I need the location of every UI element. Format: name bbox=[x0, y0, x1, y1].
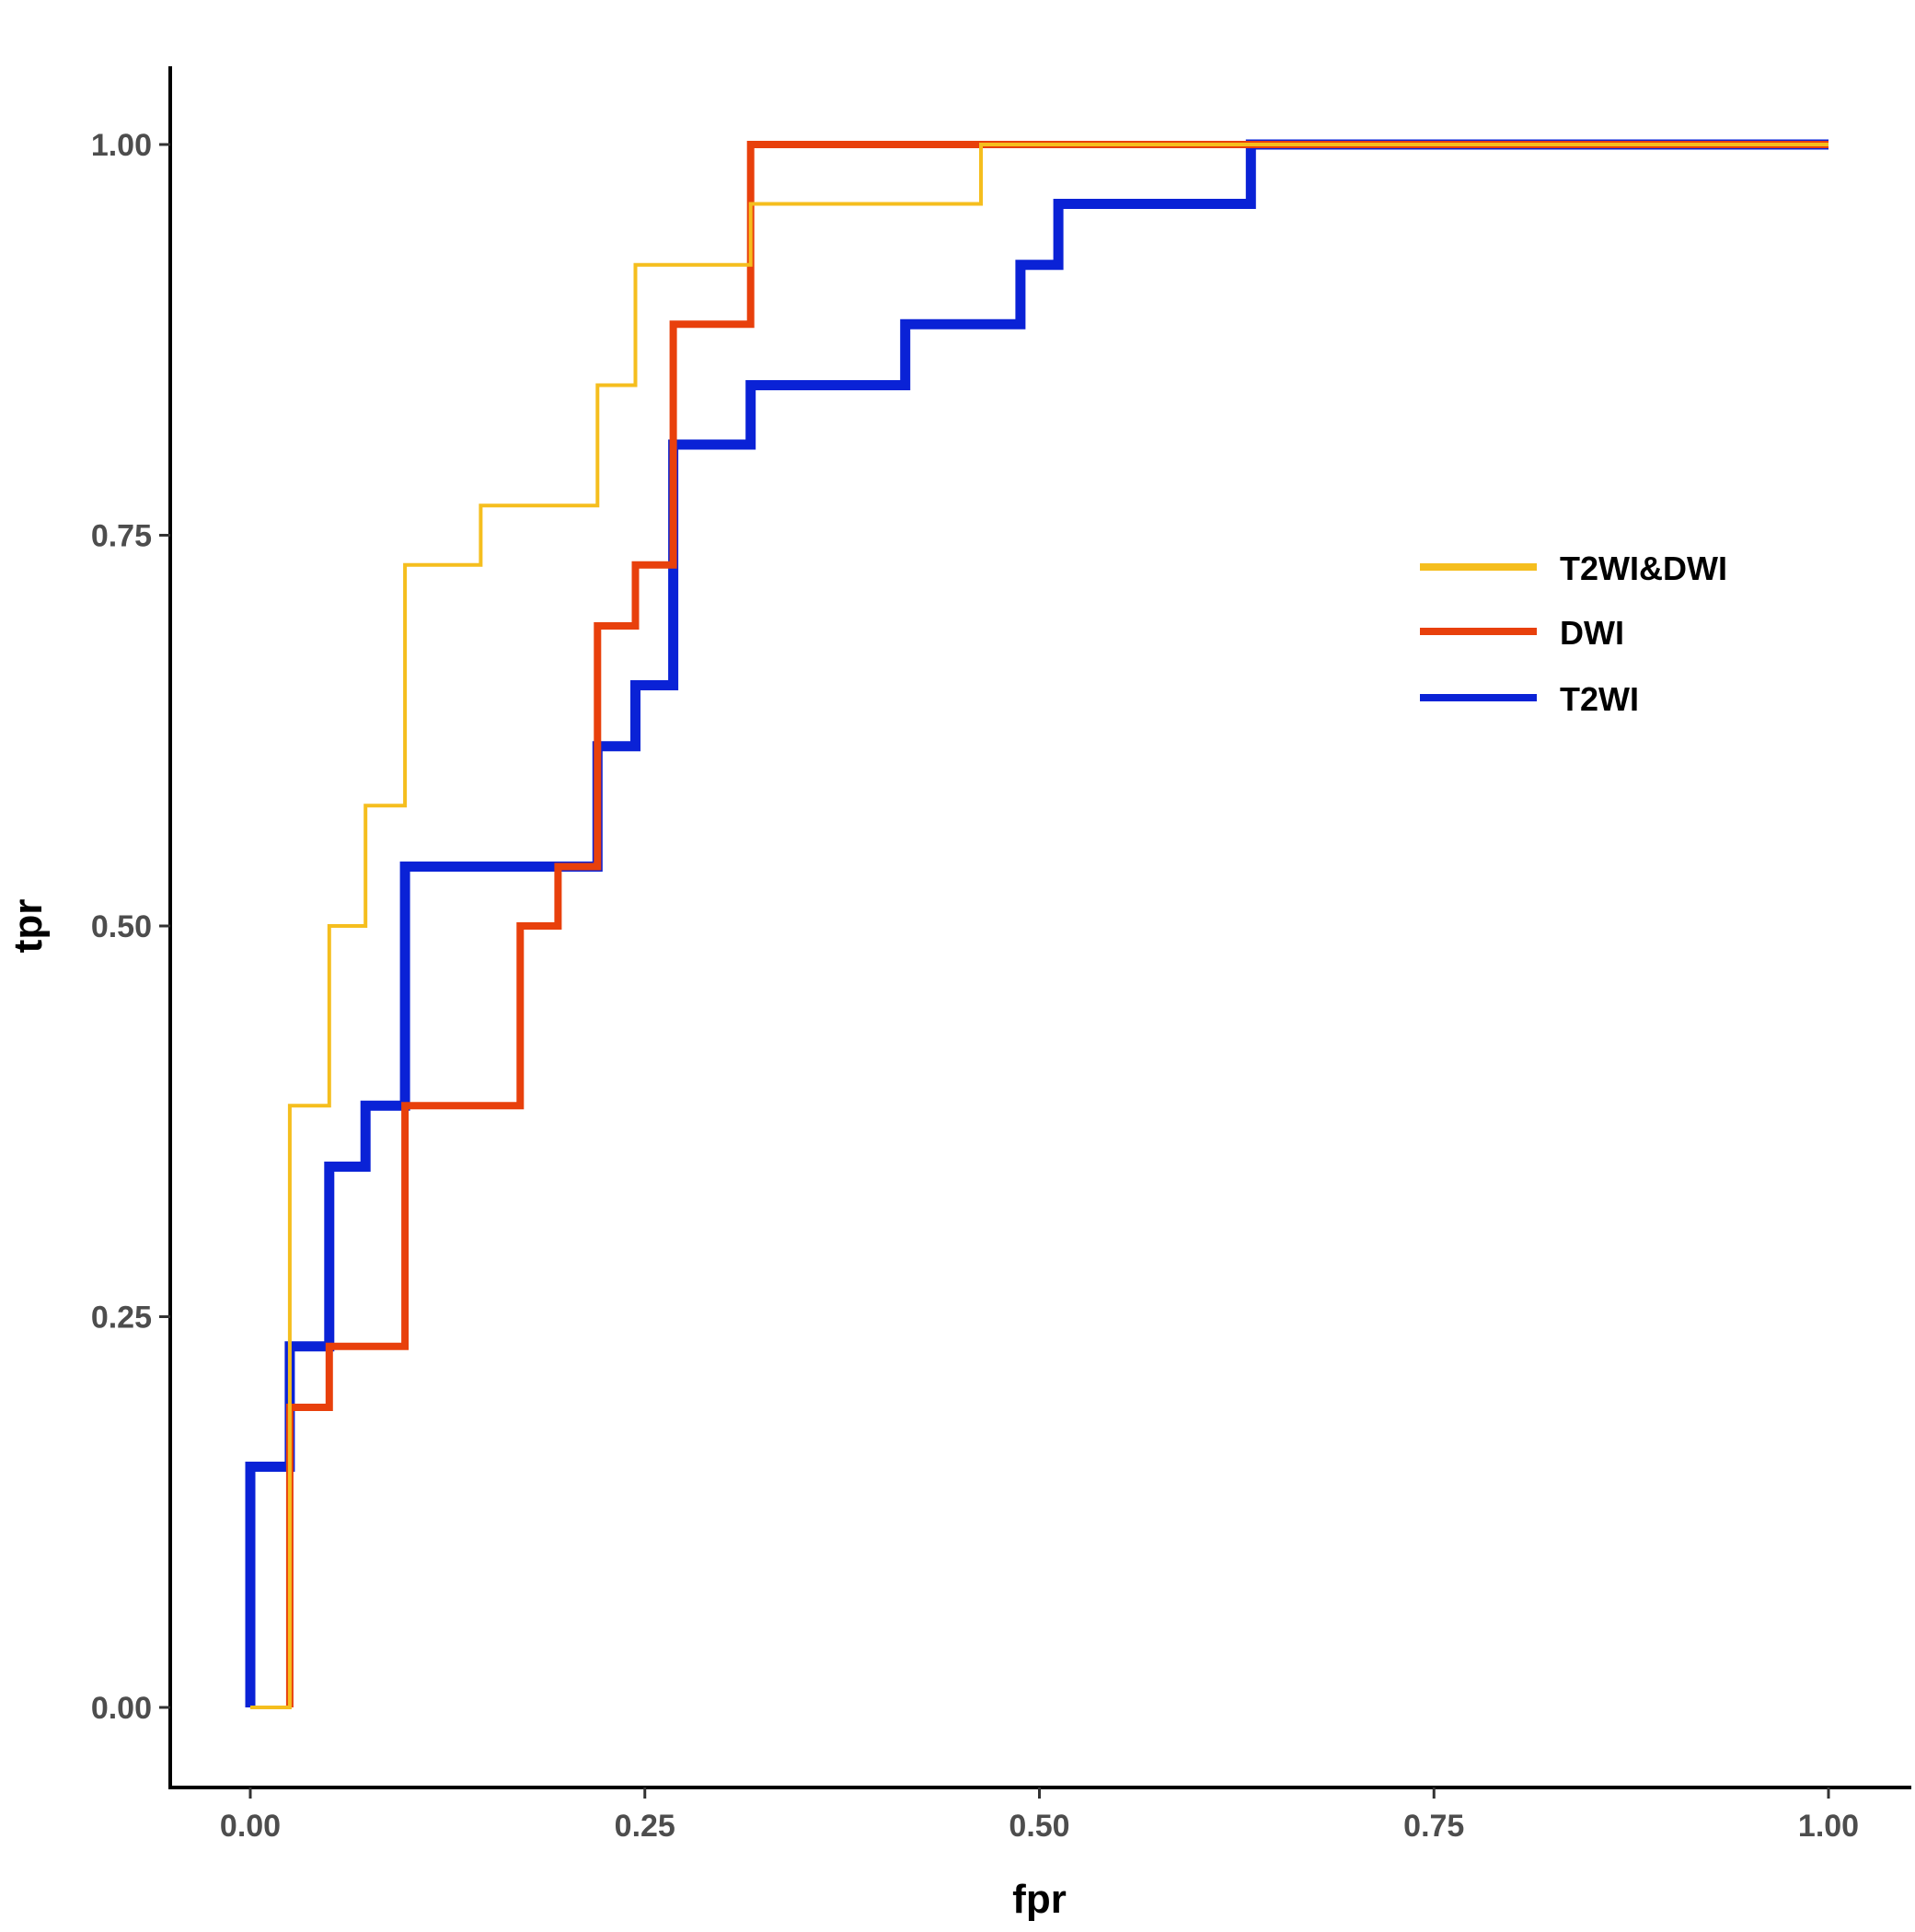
series-line-t2wi-dwi bbox=[250, 143, 1828, 1709]
legend-label: T2WI bbox=[1560, 680, 1639, 718]
y-tick-label: 1.00 bbox=[91, 128, 152, 163]
y-tick-label: 0.25 bbox=[91, 1301, 152, 1336]
x-tick-label: 0.00 bbox=[220, 1809, 281, 1844]
legend-label: T2WI&DWI bbox=[1560, 550, 1727, 587]
x-axis-title: fpr bbox=[1012, 1877, 1067, 1922]
x-tick-label: 0.75 bbox=[1403, 1809, 1464, 1844]
x-tick-label: 0.25 bbox=[615, 1809, 675, 1844]
y-axis-title: tpr bbox=[6, 899, 51, 954]
series-line-dwi bbox=[285, 141, 1828, 1707]
legend-label: DWI bbox=[1560, 614, 1624, 652]
y-axis-ticks: 0.00 0.25 0.50 0.75 1.00 bbox=[91, 128, 170, 1726]
legend: T2WI&DWI DWI T2WI bbox=[1420, 550, 1727, 718]
x-tick-label: 1.00 bbox=[1798, 1809, 1859, 1844]
x-axis-ticks: 0.00 0.25 0.50 0.75 1.00 bbox=[220, 1787, 1859, 1844]
y-tick-label: 0.50 bbox=[91, 909, 152, 944]
y-tick-label: 0.00 bbox=[91, 1691, 152, 1726]
y-tick-label: 0.75 bbox=[91, 519, 152, 554]
x-tick-label: 0.50 bbox=[1009, 1809, 1069, 1844]
series-line-t2wi bbox=[245, 139, 1828, 1707]
series-layer bbox=[245, 139, 1828, 1709]
